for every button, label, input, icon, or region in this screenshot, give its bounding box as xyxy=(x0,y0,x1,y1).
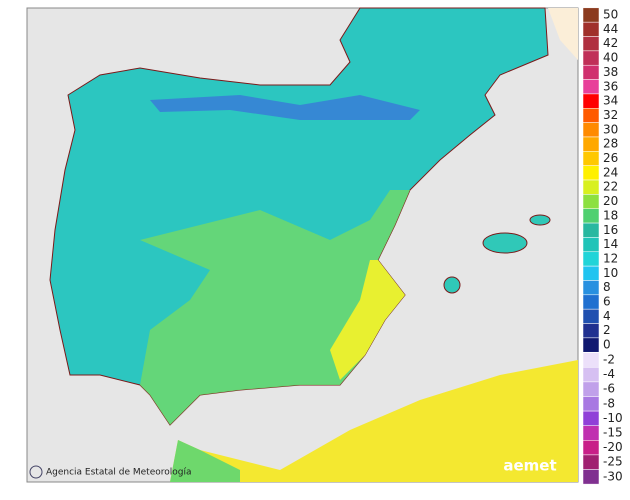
legend-swatch xyxy=(582,396,600,412)
legend-label: 40 xyxy=(603,51,618,65)
legend-swatch xyxy=(582,294,600,310)
island xyxy=(529,214,551,226)
legend-swatch xyxy=(582,410,600,426)
legend-swatch xyxy=(582,280,600,296)
legend-label: 14 xyxy=(603,237,618,251)
legend-swatch xyxy=(582,50,600,66)
legend-label: 32 xyxy=(603,108,618,122)
africa-green xyxy=(170,440,240,482)
legend-swatch xyxy=(582,79,600,95)
legend-swatch xyxy=(582,165,600,181)
legend-swatch xyxy=(582,237,600,253)
legend-swatch xyxy=(582,208,600,224)
legend-swatch xyxy=(582,352,600,368)
legend-swatch xyxy=(582,454,600,470)
legend-label: 16 xyxy=(603,223,618,237)
legend-label: 8 xyxy=(603,280,611,294)
legend-swatch xyxy=(582,93,600,109)
legend-swatch xyxy=(582,337,600,353)
credit: Agencia Estatal de Meteorología xyxy=(46,468,192,478)
legend-swatch xyxy=(582,21,600,37)
island xyxy=(443,276,461,294)
legend-label: 22 xyxy=(603,180,618,194)
africa xyxy=(170,360,578,482)
legend-swatch xyxy=(582,179,600,195)
legend-label: -20 xyxy=(603,440,623,454)
legend-label: 38 xyxy=(603,65,618,79)
legend-swatch xyxy=(582,64,600,80)
legend-swatch xyxy=(582,440,600,456)
mountains xyxy=(150,95,420,120)
legend-swatch xyxy=(582,136,600,152)
legend-swatch xyxy=(582,7,600,23)
legend-label: 44 xyxy=(603,22,618,36)
legend-label: 20 xyxy=(603,194,618,208)
legend-label: -25 xyxy=(603,455,623,469)
legend-label: 0 xyxy=(603,338,611,352)
legend-swatch xyxy=(582,251,600,267)
legend-swatch xyxy=(582,469,600,485)
legend-label: 6 xyxy=(603,295,611,309)
legend-label: -6 xyxy=(603,382,615,396)
island xyxy=(482,232,528,254)
legend-swatch xyxy=(582,36,600,52)
legend-label: 36 xyxy=(603,79,618,93)
legend-swatch xyxy=(582,308,600,324)
legend-label: 26 xyxy=(603,151,618,165)
legend-label: 28 xyxy=(603,137,618,151)
legend-label: 50 xyxy=(603,8,618,22)
legend-label: 42 xyxy=(603,36,618,50)
legend-label: -10 xyxy=(603,411,623,425)
legend-label: 12 xyxy=(603,251,618,265)
legend-swatch xyxy=(582,151,600,166)
hot-zone xyxy=(330,260,405,380)
legend-label: 24 xyxy=(603,165,618,179)
legend-swatch xyxy=(582,381,600,397)
legend-label: -2 xyxy=(603,353,615,367)
legend-label: 10 xyxy=(603,266,618,280)
legend-swatch xyxy=(582,323,600,339)
legend-swatch xyxy=(582,425,600,441)
legend-label: 34 xyxy=(603,94,618,108)
legend-label: 18 xyxy=(603,208,618,222)
legend-swatch xyxy=(582,367,600,383)
legend-label: -8 xyxy=(603,396,615,410)
legend-label: 30 xyxy=(603,122,618,136)
copyright-icon xyxy=(29,465,43,479)
land-beige xyxy=(548,8,578,60)
legend-swatch xyxy=(582,194,600,209)
legend-swatch xyxy=(582,222,600,238)
legend-label: -4 xyxy=(603,367,615,381)
legend-swatch xyxy=(582,265,600,281)
legend-label: 4 xyxy=(603,309,611,323)
legend-label: -15 xyxy=(603,426,623,440)
legend-swatch xyxy=(582,122,600,138)
logo: aemet xyxy=(503,457,556,475)
legend-label: 2 xyxy=(603,323,611,337)
legend-swatch xyxy=(582,108,600,123)
legend-label: -30 xyxy=(603,469,623,483)
